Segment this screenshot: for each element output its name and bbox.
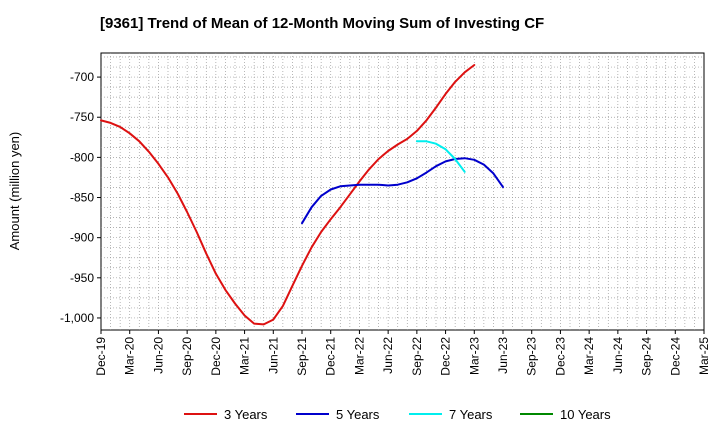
y-tick-label: -950 xyxy=(70,271,94,285)
legend-label-2: 5 Years xyxy=(336,407,380,422)
x-tick-label: Mar-24 xyxy=(582,337,596,375)
x-tick-label: Mar-21 xyxy=(238,337,252,375)
x-tick-label: Mar-20 xyxy=(123,337,137,375)
x-tick-label: Dec-23 xyxy=(553,337,567,376)
legend-label-1: 3 Years xyxy=(224,407,268,422)
y-axis-label: Amount (million yen) xyxy=(7,132,22,251)
y-tick-label: -700 xyxy=(70,70,94,84)
x-tick-label: Sep-24 xyxy=(640,337,654,376)
y-tick-label: -800 xyxy=(70,150,94,164)
y-tick-label: -850 xyxy=(70,191,94,205)
x-tick-label: Sep-23 xyxy=(525,337,539,376)
x-tick-label: Dec-24 xyxy=(668,337,682,376)
x-tick-label: Jun-22 xyxy=(381,337,395,374)
y-axis-ticks: -700 -750 -800 -850 -900 -950 -1,000 xyxy=(60,70,101,325)
legend: 3 Years 5 Years 7 Years 10 Years xyxy=(184,407,611,422)
x-tick-label: Jun-23 xyxy=(496,337,510,374)
legend-label-3: 7 Years xyxy=(449,407,493,422)
y-tick-label: -750 xyxy=(70,110,94,124)
x-tick-label: Jun-24 xyxy=(611,337,625,374)
y-tick-label: -1,000 xyxy=(60,311,94,325)
x-tick-label: Mar-22 xyxy=(352,337,366,375)
x-tick-label: Sep-22 xyxy=(410,337,424,376)
grid xyxy=(101,53,704,330)
y-tick-label: -900 xyxy=(70,231,94,245)
series-line-3 xyxy=(415,140,466,173)
series-lines xyxy=(100,64,504,326)
plot-area xyxy=(100,52,705,331)
x-tick-label: Sep-21 xyxy=(295,337,309,376)
x-tick-label: Sep-20 xyxy=(180,337,194,376)
x-tick-label: Mar-23 xyxy=(467,337,481,375)
x-tick-label: Jun-21 xyxy=(266,337,280,374)
x-tick-label: Dec-21 xyxy=(324,337,338,376)
x-tick-label: Mar-25 xyxy=(697,337,711,375)
legend-label-4: 10 Years xyxy=(560,407,611,422)
series-line-2 xyxy=(301,157,504,225)
x-tick-label: Dec-20 xyxy=(209,337,223,376)
x-tick-label: Dec-19 xyxy=(94,337,108,376)
x-tick-label: Dec-22 xyxy=(439,337,453,376)
x-axis-ticks: Dec-19 Mar-20 Jun-20 Sep-20 Dec-20 Mar-21 Jun-… xyxy=(94,330,711,376)
x-tick-label: Jun-20 xyxy=(151,337,165,374)
series-line-1 xyxy=(100,64,476,326)
chart-title: [9361] Trend of Mean of 12-Month Moving … xyxy=(100,15,544,32)
